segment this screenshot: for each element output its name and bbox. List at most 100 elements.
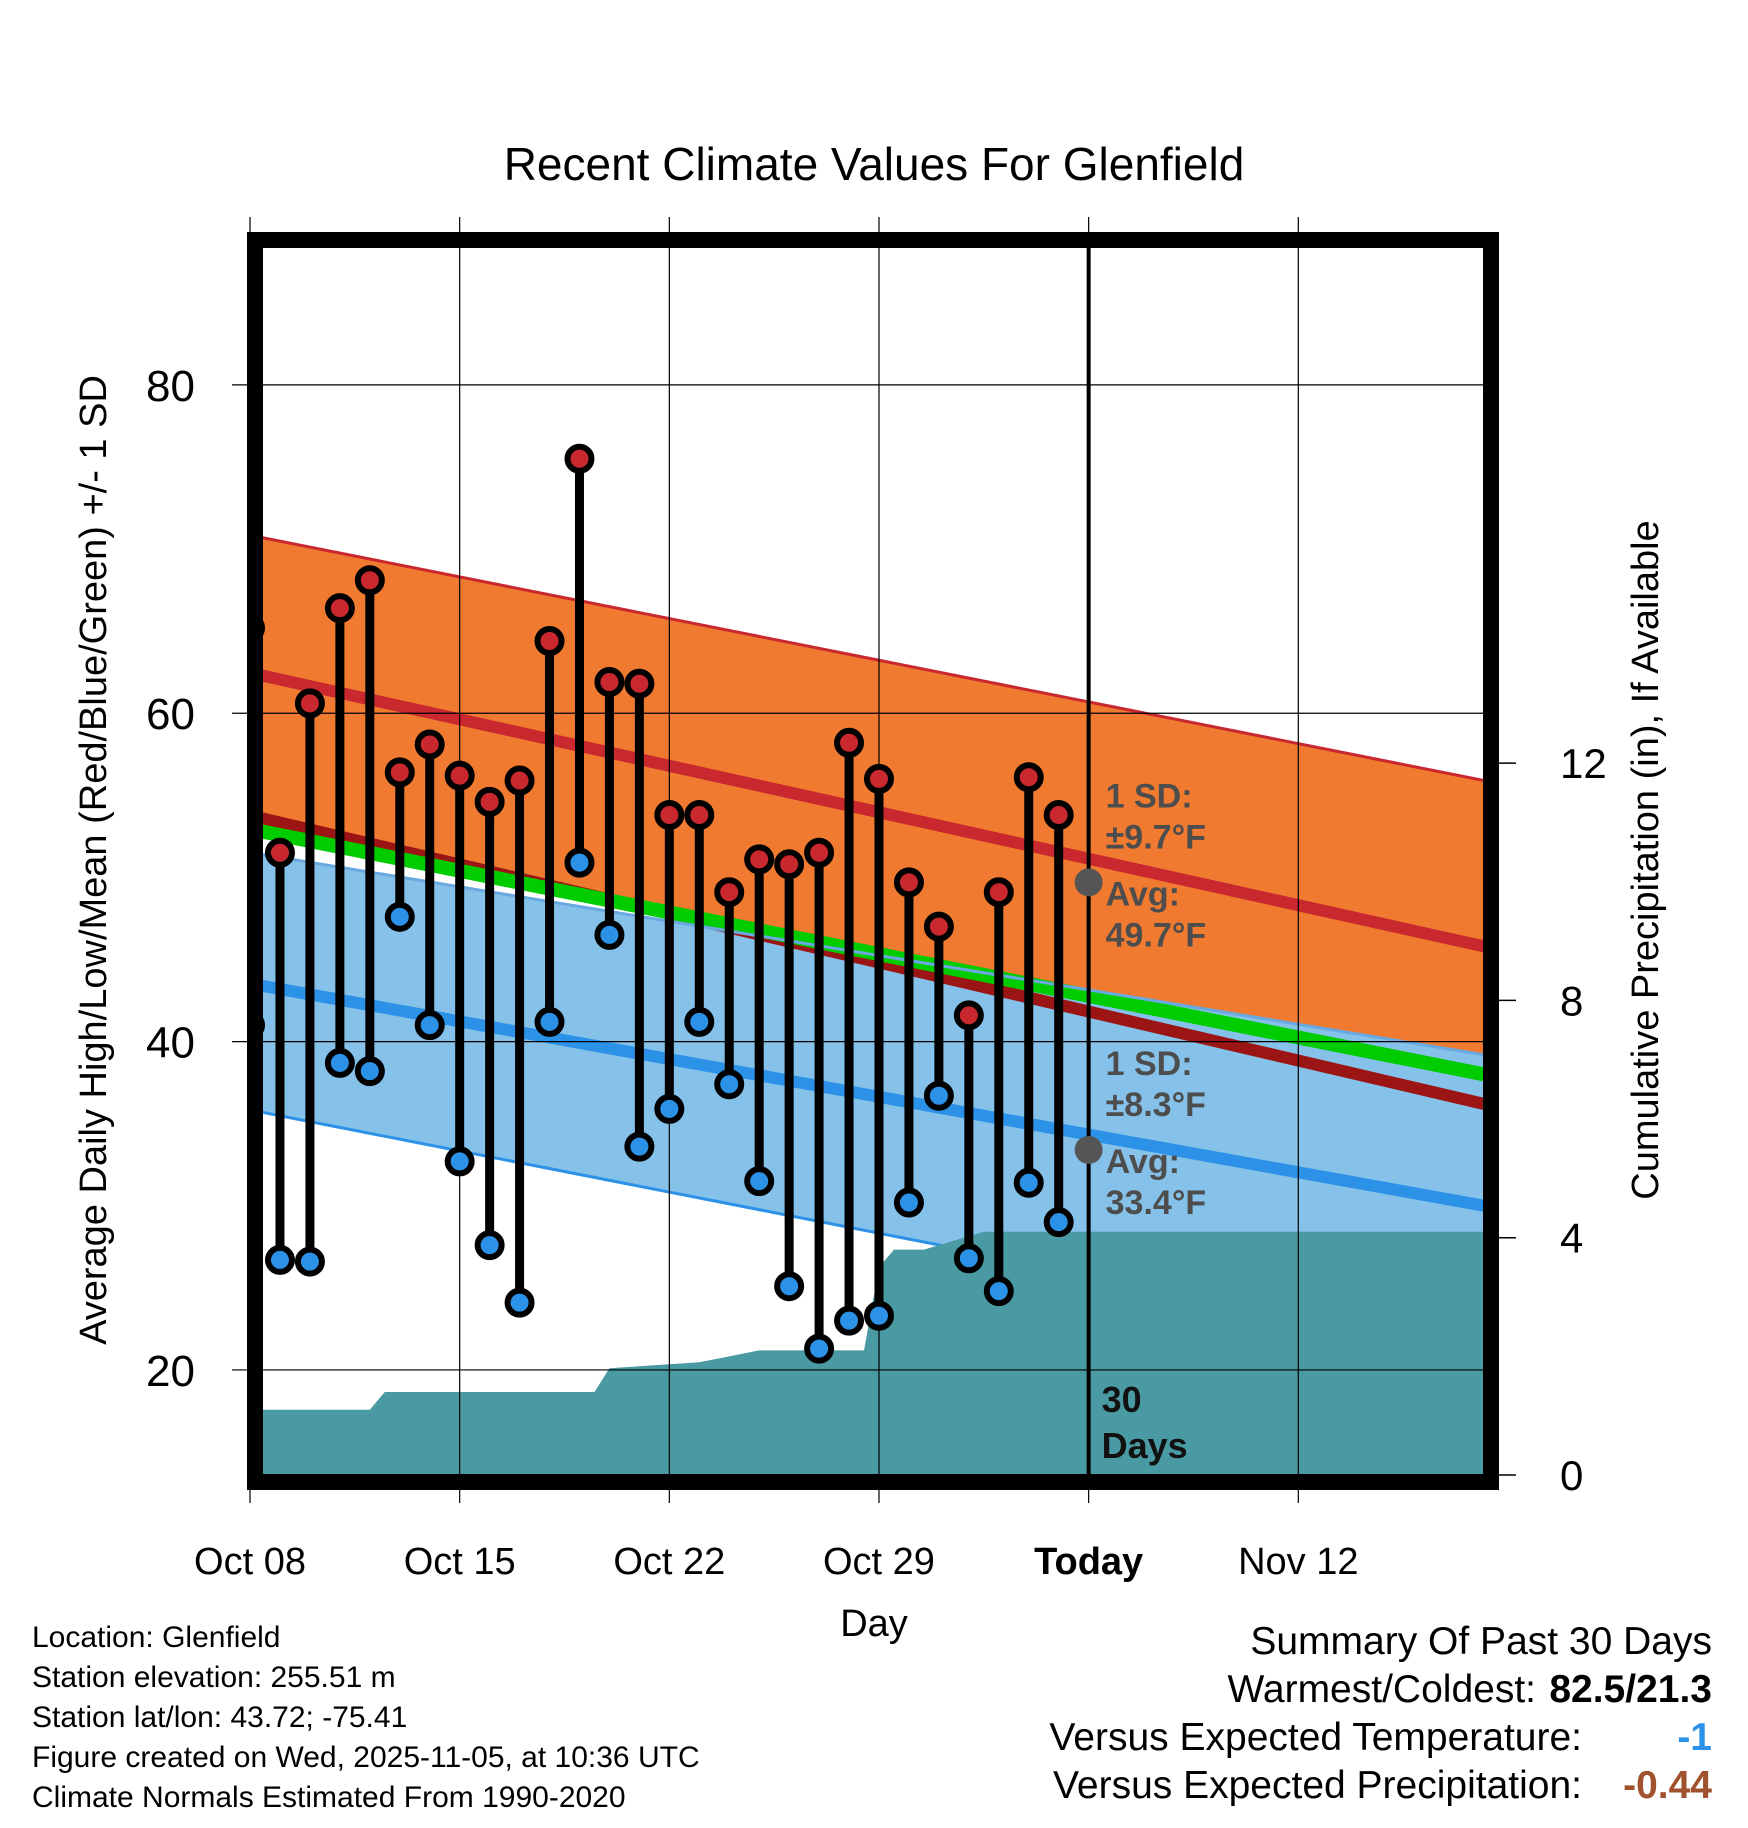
high-point <box>474 786 505 817</box>
location-text: Location: Glenfield <box>32 1621 281 1654</box>
high-point <box>594 667 625 698</box>
low-point <box>354 1056 385 1087</box>
low-point <box>863 1300 894 1331</box>
high-point <box>414 729 445 760</box>
low-point <box>714 1069 745 1100</box>
high-point <box>654 800 685 831</box>
low-point <box>208 823 232 847</box>
y-tick-label: 20 <box>146 1347 195 1396</box>
high-point <box>534 626 565 657</box>
precip-vs-expected-value: -0.44 <box>1623 1764 1712 1807</box>
low-avg-value: 33.4°F <box>1106 1184 1207 1222</box>
low-point <box>294 1246 325 1277</box>
high-point <box>264 837 295 868</box>
low-point <box>504 1287 535 1318</box>
period-label-count: 30 <box>1102 1379 1142 1420</box>
low-sd-band <box>262 854 1484 1352</box>
station-info: Location: Glenfield Station elevation: 2… <box>32 1618 700 1818</box>
low-point <box>774 1271 805 1302</box>
created-text: Figure created on Wed, 2025-11-05, at 10… <box>32 1741 700 1774</box>
temp-vs-expected-label: Versus Expected Temperature: <box>1049 1716 1582 1759</box>
summary-title: Summary Of Past 30 Days <box>1250 1620 1712 1663</box>
y2-axis-label: Cumulative Precipitation (in), If Availa… <box>1625 520 1667 1199</box>
low-point <box>744 1166 775 1197</box>
high-point <box>178 332 202 356</box>
x-tick-label: Oct 22 <box>613 1541 725 1583</box>
high-sd-band <box>262 537 1484 1104</box>
normals-text: Climate Normals Estimated From 1990-2020 <box>32 1781 626 1814</box>
plot-frame <box>247 232 1499 1490</box>
x-tick-label: Oct 08 <box>194 1541 306 1583</box>
high-point <box>354 565 385 596</box>
low-point <box>983 1276 1014 1307</box>
high-point <box>684 800 715 831</box>
high-sd-upper-line <box>262 536 1484 783</box>
low-point <box>684 1006 715 1037</box>
x-tick-label: Oct 29 <box>823 1541 935 1583</box>
low-point <box>654 1093 685 1124</box>
low-sd-upper-line <box>262 852 1484 1057</box>
high-point <box>774 849 805 880</box>
low-point <box>1043 1207 1074 1238</box>
x-tick-label: Today <box>1034 1541 1143 1583</box>
today-high-avg-marker <box>1074 868 1103 897</box>
low-point <box>804 1333 835 1364</box>
today-low-avg-marker <box>1074 1135 1103 1164</box>
low-point <box>444 1146 475 1177</box>
low-point <box>624 1131 655 1162</box>
high-point <box>983 877 1014 908</box>
high-sd-label: 1 SD: <box>1106 777 1193 815</box>
low-point <box>834 1305 865 1336</box>
summary-panel: Summary Of Past 30 Days Warmest/Coldest:… <box>1049 1620 1712 1812</box>
high-point <box>1013 762 1044 793</box>
y2-tick-label: 12 <box>1560 740 1607 787</box>
high-point <box>1043 800 1074 831</box>
high-point <box>923 911 954 942</box>
elevation-text: Station elevation: 255.51 m <box>32 1661 396 1694</box>
low-point <box>474 1230 505 1261</box>
precip-area <box>262 1231 1484 1475</box>
high-point <box>208 524 232 548</box>
low-point <box>923 1080 954 1111</box>
high-sd-value: ±9.7°F <box>1106 818 1206 856</box>
y2-tick-label: 4 <box>1560 1215 1583 1262</box>
low-point <box>564 847 595 878</box>
high-point <box>384 757 415 788</box>
high-point <box>834 727 865 758</box>
low-sd-value: ±8.3°F <box>1106 1086 1206 1124</box>
y-axis-label: Average Daily High/Low/Mean (Red/Blue/Gr… <box>73 375 115 1345</box>
warm-cold-value: 82.5/21.3 <box>1549 1668 1712 1711</box>
low-avg-line <box>262 979 1484 1212</box>
warm-cold-label: Warmest/Coldest: <box>1227 1668 1536 1711</box>
high-point <box>893 867 924 898</box>
y-tick-label: 80 <box>146 362 195 411</box>
high-avg-label: Avg: <box>1106 875 1180 913</box>
low-sd-label: 1 SD: <box>1106 1045 1193 1083</box>
x-axis-label: Day <box>840 1603 908 1645</box>
low-point <box>1013 1167 1044 1198</box>
y-tick-label: 40 <box>146 1019 195 1068</box>
high-point <box>504 765 535 796</box>
period-label-days: Days <box>1102 1425 1188 1466</box>
y-tick-label: 60 <box>146 690 195 739</box>
low-point <box>534 1006 565 1037</box>
high-point <box>744 844 775 875</box>
high-point <box>624 668 655 699</box>
low-point <box>264 1244 295 1275</box>
high-point <box>714 877 745 908</box>
chart-title: Recent Climate Values For Glenfield <box>504 138 1245 190</box>
high-point <box>564 443 595 474</box>
x-tick-label: Nov 12 <box>1238 1541 1358 1583</box>
low-avg-label: Avg: <box>1106 1143 1180 1181</box>
y2-tick-label: 0 <box>1560 1452 1583 1499</box>
high-point <box>804 837 835 868</box>
low-point <box>953 1243 984 1274</box>
low-point <box>324 1047 355 1078</box>
y2-tick-label: 8 <box>1560 977 1583 1024</box>
latlon-text: Station lat/lon: 43.72; -75.41 <box>32 1701 408 1734</box>
low-point <box>594 919 625 950</box>
low-point <box>384 901 415 932</box>
high-point <box>953 1000 984 1031</box>
low-point <box>178 856 202 880</box>
